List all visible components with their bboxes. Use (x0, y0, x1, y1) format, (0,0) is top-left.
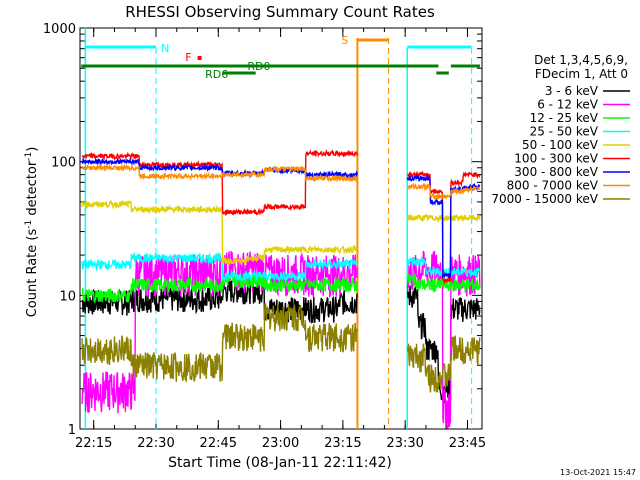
series-50-100-kev (81, 199, 481, 267)
x-tick-label: 22:15 (75, 436, 112, 451)
legend-label: 3 - 6 keV (545, 84, 599, 98)
legend-header-line2: FDecim 1, Att 0 (535, 67, 628, 81)
annotation-f: F (185, 51, 191, 64)
legend-header-line1: Det 1,3,4,5,6,9, (534, 53, 628, 67)
annotation-rd0: RD0 (247, 60, 270, 73)
x-tick-label: 23:45 (449, 436, 486, 451)
chart-title: RHESSI Observing Summary Count Rates (125, 3, 435, 21)
legend-label: 300 - 800 keV (514, 165, 598, 179)
y-tick-label: 1000 (43, 22, 76, 37)
x-tick-label: 23:15 (324, 436, 361, 451)
x-tick-label: 22:45 (200, 436, 237, 451)
x-tick-label: 23:30 (386, 436, 423, 451)
annotation-n: N (161, 42, 169, 55)
x-tick-label: 22:30 (137, 436, 174, 451)
y-tick-label: 10 (59, 289, 76, 304)
legend-label: 6 - 12 keV (537, 98, 599, 112)
series-12-25-kev (81, 273, 481, 303)
series-800-7000-kev (81, 163, 481, 200)
series-300-800-kev (81, 156, 481, 280)
legend-label: 7000 - 15000 keV (491, 192, 598, 206)
legend-label: 100 - 300 keV (514, 152, 598, 166)
attenuator-bars: N F S RD0 RD6 (81, 34, 480, 81)
series-100-300-kev (81, 148, 481, 285)
x-axis-label: Start Time (08-Jan-11 22:11:42) (168, 455, 392, 471)
series-25-50-kev (81, 251, 481, 283)
series-lines (81, 148, 481, 429)
y-tick-label: 100 (51, 156, 76, 171)
axes: 22:15 22:30 22:45 23:00 23:15 23:30 23:45 1 10 10… (43, 22, 486, 451)
legend-label: 25 - 50 keV (530, 125, 599, 139)
series-7000-15000-kev (81, 302, 481, 393)
annotation-rd6: RD6 (205, 68, 228, 81)
y-tick-label: 1 (68, 423, 76, 438)
event-markers (84, 28, 473, 429)
flare-marker (197, 56, 202, 60)
footer-timestamp: 13-Oct-2021 15:47 (560, 468, 636, 477)
x-tick-label: 23:00 (262, 436, 299, 451)
y-axis-label: Count Rate (s-1 detector-1) (24, 147, 40, 318)
legend-label: 12 - 25 keV (530, 111, 599, 125)
legend-label: 800 - 7000 keV (507, 179, 599, 193)
annotation-s: S (341, 34, 348, 47)
legend-label: 50 - 100 keV (522, 138, 599, 152)
